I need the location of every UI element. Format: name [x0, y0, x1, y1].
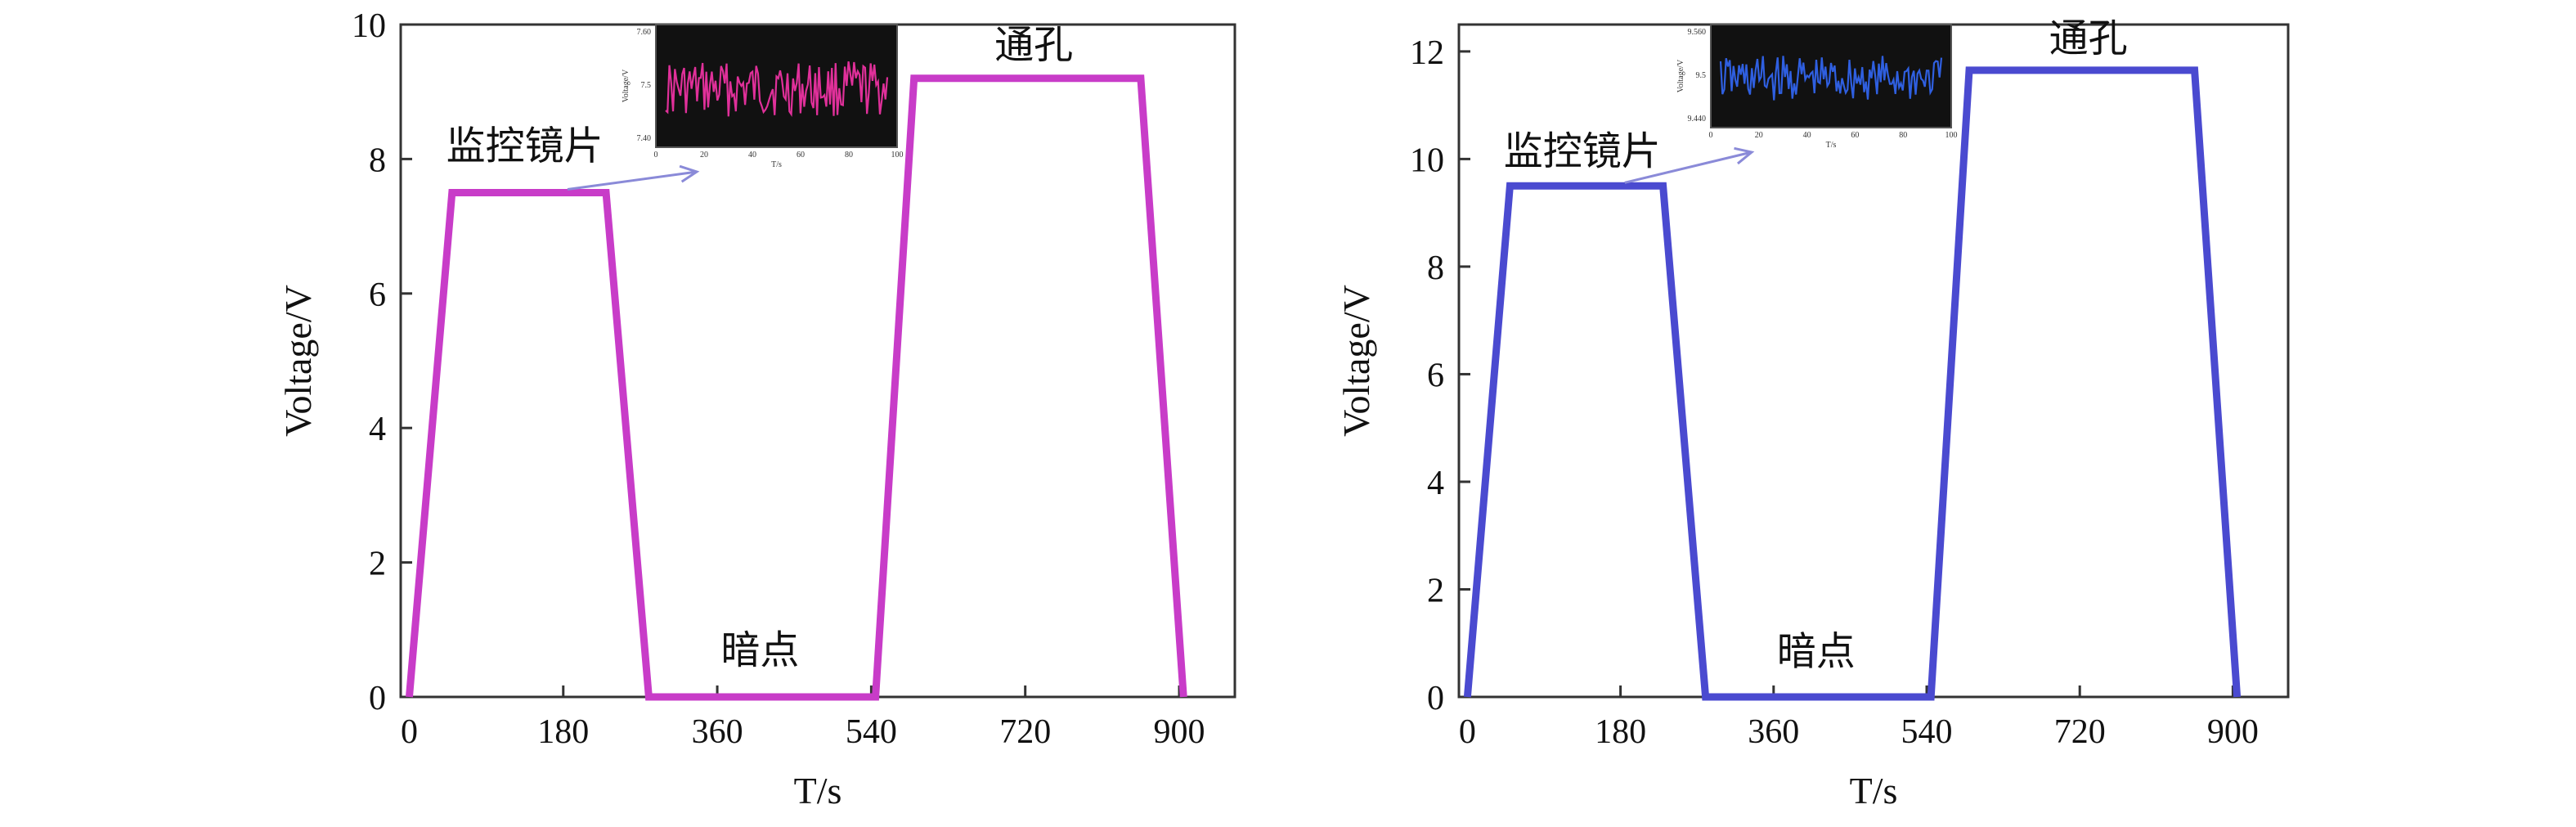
x-tick-label: 0 — [401, 713, 418, 751]
annotation-label: 通孔 — [2049, 16, 2128, 61]
x-axis-title: T/s — [794, 770, 842, 811]
inset-x-axis-title: T/s — [771, 160, 782, 169]
x-tick-label: 360 — [692, 713, 743, 751]
x-tick-label: 900 — [1154, 713, 1205, 751]
inset-x-tick-label: 80 — [1899, 131, 1907, 140]
inset-y-axis-title: Voltage/V — [1676, 59, 1685, 92]
y-tick-label: 12 — [1410, 34, 1444, 72]
x-tick-label: 180 — [1595, 713, 1646, 751]
inset-y-tick-label: 7.60 — [637, 28, 652, 37]
annotation-label: 监控镜片 — [447, 123, 604, 169]
y-tick-label: 0 — [1427, 680, 1444, 717]
y-tick-label: 6 — [369, 276, 386, 314]
y-tick-label: 6 — [1427, 357, 1444, 394]
inset-y-tick-label: 9.5 — [1696, 71, 1707, 80]
x-axis-title: T/s — [1850, 770, 1898, 811]
y-axis-title: Voltage/V — [277, 285, 319, 437]
y-tick-label: 2 — [369, 546, 386, 583]
y-tick-label: 10 — [352, 7, 386, 45]
inset-pointer-arrow — [568, 172, 697, 190]
x-tick-label: 720 — [999, 713, 1051, 751]
x-tick-label: 540 — [846, 713, 897, 751]
y-tick-label: 4 — [1427, 465, 1444, 502]
inset-x-tick-label: 100 — [891, 151, 904, 160]
inset-x-tick-label: 60 — [797, 151, 805, 160]
chart-panel-2: 0 180 360 540 720 900 0 2 4 6 8 10 12 T/s Voltage/V 监控镜… — [1335, 16, 2288, 811]
inset-x-tick-label: 0 — [1709, 131, 1713, 140]
y-tick-label: 8 — [1427, 249, 1444, 287]
series-line — [409, 79, 1183, 697]
inset-x-tick-label: 0 — [654, 151, 658, 160]
annotation-label: 暗点 — [1777, 629, 1856, 675]
inset-plot: 7.60 7.5 7.400 20 40 60 80 100 T/s Voltage/V — [622, 25, 904, 169]
inset-x-tick-label: 20 — [1755, 131, 1763, 140]
inset-x-tick-label: 60 — [1851, 131, 1859, 140]
inset-y-tick-label: 9.440 — [1688, 115, 1707, 124]
inset-x-tick-label: 20 — [700, 151, 708, 160]
inset-y-tick-label: 7.5 — [641, 81, 652, 90]
y-tick-label: 2 — [1427, 572, 1444, 609]
y-tick-label: 10 — [1410, 142, 1444, 179]
x-tick-label: 180 — [537, 713, 589, 751]
inset-x-tick-label: 100 — [1945, 131, 1958, 140]
inset-x-tick-label: 80 — [845, 151, 853, 160]
inset-y-axis-title: Voltage/V — [622, 69, 631, 102]
chart-panel-1: 0 180 360 540 720 900 0 2 4 6 8 10 T/s Voltage/V 监控镜片 通… — [277, 7, 1235, 811]
annotation-label: 通孔 — [994, 22, 1073, 68]
x-tick-label: 0 — [1459, 713, 1476, 751]
x-tick-label: 540 — [1901, 713, 1953, 751]
y-tick-label: 8 — [369, 142, 386, 179]
annotation-label: 监控镜片 — [1504, 128, 1661, 174]
x-tick-label: 720 — [2054, 713, 2106, 751]
x-tick-label: 900 — [2207, 713, 2259, 751]
annotation-label: 暗点 — [720, 627, 799, 673]
inset-y-tick-label: 7.40 — [637, 134, 652, 143]
y-tick-label: 0 — [369, 680, 386, 717]
inset-x-tick-label: 40 — [1803, 131, 1811, 140]
inset-x-tick-label: 40 — [748, 151, 756, 160]
inset-x-axis-title: T/s — [1826, 141, 1837, 150]
inset-y-tick-label: 9.560 — [1688, 28, 1707, 37]
y-axis-title: Voltage/V — [1335, 285, 1377, 437]
y-tick-label: 4 — [369, 411, 386, 448]
x-tick-label: 360 — [1748, 713, 1799, 751]
